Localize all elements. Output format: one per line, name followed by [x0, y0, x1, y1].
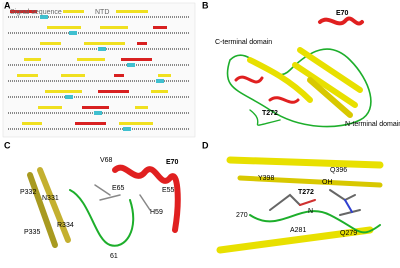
annotation: N-terminal domain — [345, 121, 400, 128]
annotation: 61 — [110, 253, 118, 260]
annotation: Q279 — [340, 230, 357, 237]
annotation: E55 — [162, 187, 175, 194]
structure-bar — [47, 26, 64, 29]
panel-label: D — [202, 140, 209, 150]
structure-bar — [56, 26, 81, 29]
highlight — [69, 31, 77, 35]
structure-bar — [61, 74, 85, 77]
structure-bar — [158, 74, 171, 77]
annotation: T272 — [262, 110, 278, 117]
annotation: Y398 — [258, 175, 274, 182]
structure-bar — [10, 10, 20, 13]
annotation: E70 — [336, 10, 349, 17]
structure-bar — [40, 42, 61, 45]
structure-bar — [153, 26, 167, 29]
annotation: R334 — [57, 222, 74, 229]
annotation: NTD — [95, 9, 109, 16]
structure-bar — [17, 74, 38, 77]
annotation: H59 — [150, 209, 163, 216]
annotation: N — [308, 208, 313, 215]
panel-label: A — [4, 0, 11, 10]
highlight — [65, 95, 73, 99]
structure-bar — [24, 58, 41, 61]
annotation: 270 — [236, 212, 248, 219]
highlight — [123, 127, 131, 131]
annotation: C-terminal domain — [215, 39, 272, 46]
structure-bar — [135, 106, 148, 109]
structure-bar — [19, 10, 37, 13]
structure-bar — [137, 42, 147, 45]
highlight — [156, 79, 164, 83]
annotation: E65 — [112, 185, 125, 192]
panel-c-structure — [27, 164, 181, 248]
panel-label: C — [4, 140, 11, 150]
structure-bar — [38, 106, 62, 109]
structure-bar — [77, 58, 105, 61]
panel-label: B — [202, 0, 209, 10]
structure-bar — [151, 90, 168, 93]
structure-bar — [93, 42, 125, 45]
panel-b-structure — [226, 16, 372, 128]
annotation: A281 — [290, 227, 306, 234]
structure-bar — [130, 58, 144, 61]
highlight — [98, 47, 106, 51]
structure-bar — [75, 122, 106, 125]
panel-d-structure — [216, 156, 384, 254]
annotation: T272 — [298, 189, 314, 196]
structure-bar — [100, 26, 128, 29]
panel-a-frame — [2, 2, 196, 138]
highlight — [94, 111, 102, 115]
structure-bar — [98, 90, 129, 93]
annotation: OH — [322, 179, 333, 186]
structure-bar — [114, 74, 124, 77]
illustrations — [27, 16, 384, 254]
annotation: V68 — [100, 157, 113, 164]
annotation: P332 — [20, 189, 36, 196]
structure-bar — [63, 10, 84, 13]
annotation: E70 — [166, 159, 179, 166]
highlight — [40, 15, 48, 19]
highlight — [127, 63, 135, 67]
structure-bar — [128, 122, 145, 125]
annotation: P335 — [24, 229, 40, 236]
structure-bar — [22, 122, 42, 125]
annotation: Q396 — [330, 167, 347, 174]
structure-bar — [116, 10, 148, 13]
structure-bar — [91, 106, 101, 109]
annotation: N331 — [42, 195, 59, 202]
structure-bar — [54, 90, 82, 93]
annotation: Signal sequence — [10, 9, 62, 16]
